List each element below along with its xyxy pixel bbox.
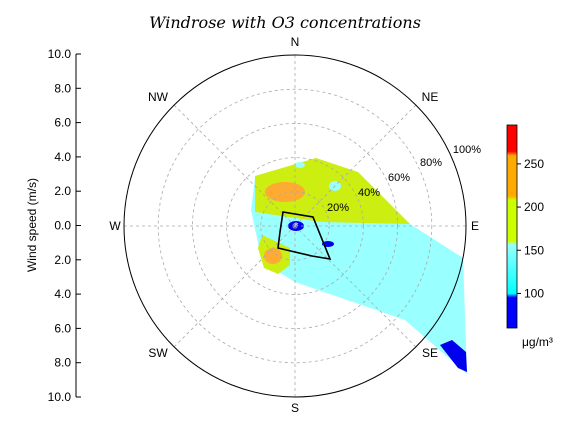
direction-label-s: S bbox=[291, 401, 299, 415]
region-yellowgreen bbox=[255, 158, 410, 224]
y-tick-label: 10.0 bbox=[48, 47, 72, 61]
radial-percent-label: 100% bbox=[453, 144, 481, 156]
grid-ring bbox=[157, 88, 433, 364]
percentage-outline bbox=[277, 211, 332, 261]
y-tick-label: 4.0 bbox=[54, 287, 71, 301]
direction-label-e: E bbox=[471, 219, 479, 233]
radial-percent-labels: 20% 40% 60% 80% 100% bbox=[327, 144, 481, 214]
region-blue-se bbox=[440, 340, 467, 372]
y-tick-label: 2.0 bbox=[54, 253, 71, 267]
grid-spoke bbox=[294, 104, 417, 227]
polar-plot: * N NE E SE S SW W NW 20% 40% 60% 80% 100% bbox=[109, 35, 481, 415]
grid-spoke bbox=[173, 104, 296, 227]
direction-label-ne: NE bbox=[422, 90, 439, 104]
y-tick-label: 10.0 bbox=[48, 390, 72, 404]
y-tick-label: 4.0 bbox=[54, 150, 71, 164]
region-cyan bbox=[251, 178, 467, 374]
radial-percent-label: 60% bbox=[388, 172, 410, 184]
direction-label-n: N bbox=[291, 35, 300, 49]
direction-label-nw: NW bbox=[148, 90, 169, 104]
region-cyan-island-2 bbox=[295, 162, 305, 168]
radial-percent-label: 40% bbox=[358, 187, 380, 199]
colorbar-ticks: 100 150 200 250 bbox=[517, 157, 544, 300]
colorbar-tick-label: 250 bbox=[524, 157, 544, 171]
chart-title: Windrose with O3 concentrations bbox=[149, 13, 421, 32]
colorbar-unit: μg/m³ bbox=[522, 335, 553, 349]
y-axis-label: Wind speed (m/s) bbox=[25, 178, 39, 272]
colorbar-tick-label: 100 bbox=[524, 286, 544, 300]
concentration-regions: * bbox=[251, 158, 467, 374]
y-tick-label: 6.0 bbox=[54, 321, 71, 335]
outer-circle bbox=[123, 54, 467, 398]
grid-spoke bbox=[173, 225, 296, 348]
colorbar-tick-label: 150 bbox=[524, 243, 544, 257]
grid-ring bbox=[260, 191, 330, 261]
colorbar-tick-label: 200 bbox=[524, 200, 544, 214]
y-axis-ticks: 10.0 8.0 6.0 4.0 2.0 0.0 2.0 4.0 6.0 8.0 10.0 bbox=[48, 47, 81, 404]
y-tick-label: 2.0 bbox=[54, 184, 71, 198]
direction-labels: N NE E SE S SW W NW bbox=[109, 35, 479, 415]
radial-percent-label: 20% bbox=[327, 202, 349, 214]
y-tick-label: 8.0 bbox=[54, 356, 71, 370]
grid-spoke bbox=[294, 225, 417, 348]
direction-label-w: W bbox=[109, 219, 121, 233]
grid-spokes bbox=[124, 55, 466, 397]
region-orange-lower bbox=[264, 248, 282, 264]
direction-label-sw: SW bbox=[148, 346, 168, 360]
y-tick-label: 6.0 bbox=[54, 116, 71, 130]
colorbar bbox=[506, 124, 518, 329]
y-tick-label: 8.0 bbox=[54, 81, 71, 95]
radial-percent-label: 80% bbox=[420, 157, 442, 169]
y-tick-label: 0.0 bbox=[54, 219, 71, 233]
direction-label-se: SE bbox=[422, 346, 438, 360]
